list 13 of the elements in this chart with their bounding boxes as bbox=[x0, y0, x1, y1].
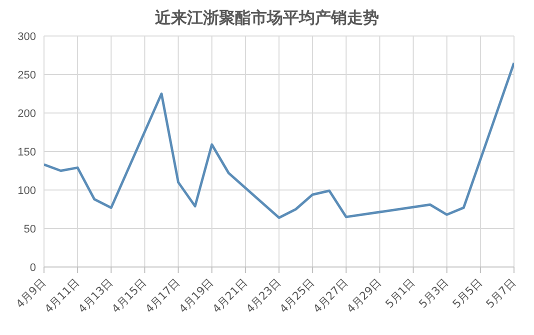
y-tick-label: 200 bbox=[18, 108, 36, 120]
y-tick-label: 100 bbox=[18, 184, 36, 197]
y-tick-label: 0 bbox=[30, 262, 36, 274]
y-tick-label: 250 bbox=[18, 69, 36, 82]
x-tick-label: 5月7日 bbox=[484, 276, 518, 311]
line-series bbox=[44, 62, 514, 219]
x-tick-label: 5月3日 bbox=[416, 276, 452, 311]
x-tick-label: 5月1日 bbox=[382, 276, 418, 311]
chart-title: 近来江浙聚酯市场平均产销走势 bbox=[154, 8, 380, 29]
y-tick-label: 50 bbox=[24, 223, 36, 236]
x-tick-label: 5月5日 bbox=[450, 276, 485, 311]
y-tick-label: 300 bbox=[18, 30, 36, 43]
y-tick-label: 150 bbox=[18, 146, 36, 158]
